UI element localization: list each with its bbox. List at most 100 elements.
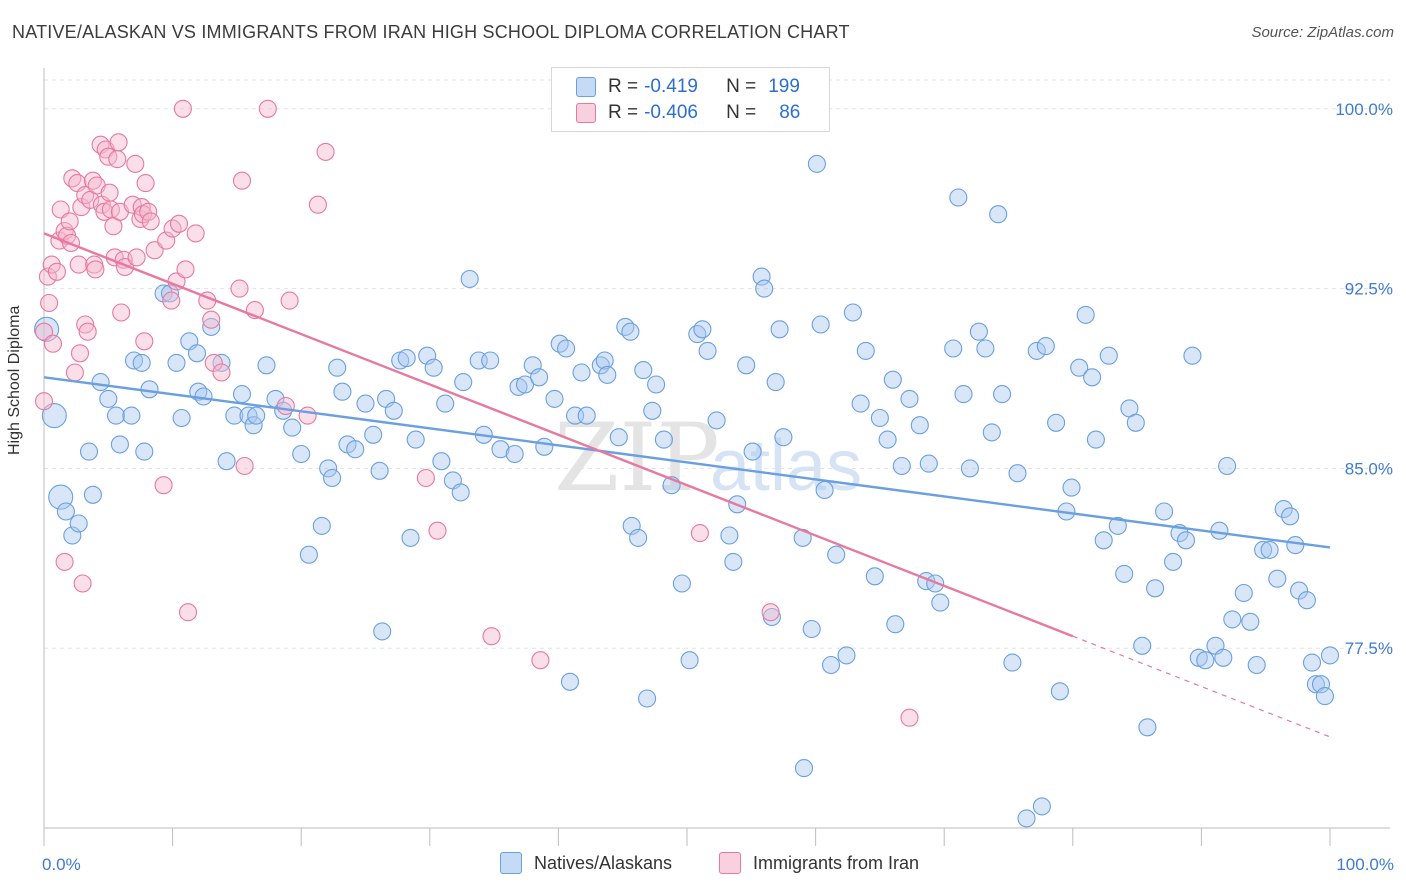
point-natives — [837, 646, 856, 665]
point-natives — [883, 370, 902, 389]
points-layer — [34, 99, 1340, 828]
point-iran — [141, 212, 160, 231]
point-natives — [1274, 500, 1293, 519]
point-natives — [91, 373, 110, 392]
bottom-legend-swatch-natives — [500, 852, 522, 874]
point-iran — [204, 353, 223, 372]
point-natives — [560, 672, 580, 691]
point-natives — [1247, 655, 1266, 675]
point-natives — [1218, 456, 1237, 476]
point-iran — [230, 279, 249, 298]
point-iran — [173, 99, 192, 118]
axes-layer — [43, 68, 1390, 846]
legend-r-value: -0.406 — [644, 102, 698, 123]
bottom-legend-label-iran: Immigrants from Iran — [753, 852, 920, 873]
point-natives — [1320, 646, 1340, 665]
point-iran — [178, 603, 198, 622]
point-natives — [807, 154, 826, 173]
point-natives — [827, 545, 846, 564]
legend-n-key: N = — [726, 76, 757, 97]
point-natives — [1115, 564, 1134, 583]
point-natives — [949, 188, 968, 207]
point-natives — [1047, 413, 1066, 432]
point-iran — [416, 468, 435, 488]
point-natives — [609, 428, 628, 447]
point-natives — [557, 339, 576, 358]
point-natives — [232, 385, 252, 404]
y-tick-label: 100.0% — [1335, 100, 1393, 119]
point-natives — [202, 317, 221, 336]
point-natives — [960, 459, 979, 478]
bottom-legend-label-natives: Natives/Alaskans — [534, 852, 673, 873]
point-natives — [1297, 591, 1316, 610]
point-natives — [454, 373, 473, 392]
point-iran — [55, 552, 74, 571]
point-natives — [1214, 648, 1233, 667]
point-iran — [69, 255, 88, 274]
point-natives — [69, 514, 88, 533]
point-natives — [312, 516, 331, 535]
point-natives — [1133, 636, 1152, 655]
point-natives — [83, 485, 102, 504]
point-natives — [1146, 579, 1165, 598]
point-natives — [1302, 653, 1322, 672]
trend-layer — [43, 232, 1331, 738]
y-tick-label: 77.5% — [1345, 639, 1393, 658]
point-natives — [720, 526, 739, 545]
point-natives — [1070, 358, 1089, 377]
point-natives — [370, 461, 389, 480]
point-natives — [41, 403, 67, 429]
point-natives — [1210, 521, 1229, 540]
point-iran — [186, 224, 205, 243]
point-iran — [308, 195, 327, 214]
point-natives — [1281, 507, 1300, 526]
point-natives — [384, 401, 403, 420]
point-natives — [1126, 413, 1145, 432]
point-natives — [843, 303, 862, 322]
point-natives — [56, 502, 75, 521]
point-iran — [40, 293, 59, 313]
point-natives — [752, 267, 771, 286]
point-iran — [212, 363, 231, 382]
point-natives — [247, 406, 266, 425]
legend-r-key: R = — [608, 102, 639, 123]
y-tick-label: 92.5% — [1345, 280, 1393, 299]
point-iran — [47, 262, 66, 281]
point-natives — [572, 363, 591, 382]
point-natives — [1108, 516, 1127, 535]
point-natives — [373, 622, 392, 641]
point-natives — [328, 358, 347, 377]
point-natives — [638, 689, 657, 708]
point-natives — [505, 444, 524, 464]
point-iran — [34, 322, 54, 341]
point-iran — [108, 150, 127, 169]
point-natives — [1003, 653, 1022, 672]
point-natives — [1286, 536, 1305, 555]
point-natives — [79, 442, 99, 461]
trendline-natives — [43, 376, 1331, 549]
point-natives — [545, 389, 564, 408]
point-natives — [406, 430, 425, 449]
point-natives — [1260, 540, 1279, 559]
point-natives — [432, 452, 451, 471]
point-natives — [491, 440, 510, 459]
point-natives — [1315, 687, 1334, 706]
point-natives — [135, 442, 154, 461]
point-natives — [1138, 718, 1157, 737]
point-iran — [316, 142, 335, 161]
point-natives — [1234, 583, 1253, 603]
point-natives — [106, 406, 126, 425]
point-natives — [1094, 531, 1113, 550]
chart-title: NATIVE/ALASKAN VS IMMIGRANTS FROM IRAN H… — [12, 22, 850, 42]
point-natives — [333, 382, 352, 401]
point-natives — [1183, 346, 1202, 365]
point-iran — [70, 344, 90, 363]
point-iran — [428, 521, 447, 540]
x-tick-label: 0.0% — [42, 855, 81, 874]
point-natives — [110, 435, 129, 454]
point-natives — [319, 459, 338, 478]
bottom-legend-iran: Immigrants from Iran — [719, 852, 919, 874]
point-natives — [878, 430, 897, 449]
point-natives — [743, 442, 762, 461]
point-iran — [276, 396, 295, 416]
